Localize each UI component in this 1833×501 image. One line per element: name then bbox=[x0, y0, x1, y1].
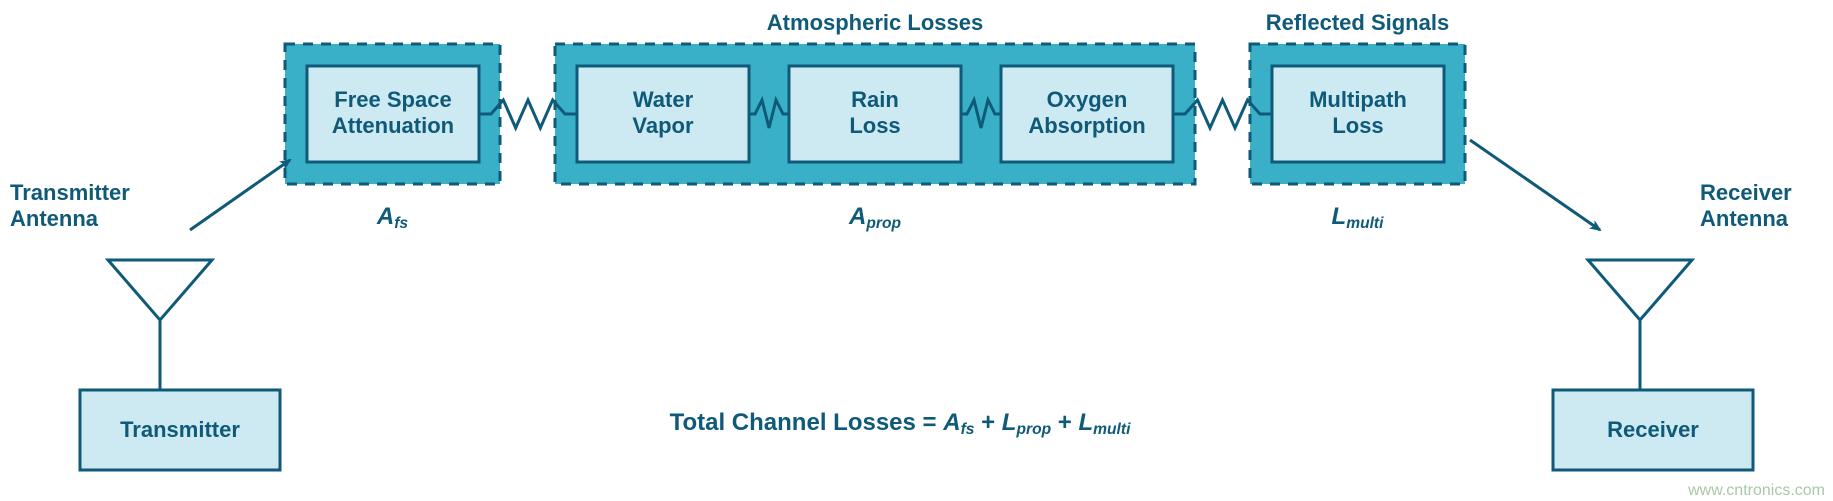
box-label-multi-0: Multipath bbox=[1309, 87, 1407, 112]
tx-antenna-icon bbox=[108, 260, 212, 320]
box-label-oxy-0: Oxygen bbox=[1047, 87, 1128, 112]
tx-antenna-label-1: Antenna bbox=[10, 206, 99, 231]
group-symbol-ref: Lmulti bbox=[1332, 203, 1385, 232]
group-symbol-fs: Afs bbox=[376, 203, 409, 232]
rx-arrow bbox=[1470, 140, 1600, 230]
formula: Total Channel Losses = Afs + Lprop + Lmu… bbox=[670, 409, 1131, 438]
box-label-wv-0: Water bbox=[633, 87, 694, 112]
receiver-label: Receiver bbox=[1607, 417, 1699, 442]
tx-arrow bbox=[190, 160, 290, 230]
group-label-atm: Atmospheric Losses bbox=[767, 10, 983, 35]
box-label-fsatt-0: Free Space bbox=[334, 87, 451, 112]
transmitter-label: Transmitter bbox=[120, 417, 240, 442]
rx-antenna-icon bbox=[1588, 260, 1692, 320]
box-label-fsatt-1: Attenuation bbox=[332, 113, 454, 138]
tx-antenna-label-0: Transmitter bbox=[10, 180, 130, 205]
box-label-rain-0: Rain bbox=[851, 87, 899, 112]
box-label-rain-1: Loss bbox=[849, 113, 900, 138]
watermark: www.cntronics.com bbox=[1687, 482, 1825, 499]
group-symbol-atm: Aprop bbox=[848, 203, 901, 232]
box-label-wv-1: Vapor bbox=[632, 113, 694, 138]
box-label-oxy-1: Absorption bbox=[1028, 113, 1145, 138]
rx-antenna-label-1: Antenna bbox=[1700, 206, 1789, 231]
rx-antenna-label-0: Receiver bbox=[1700, 180, 1792, 205]
box-label-multi-1: Loss bbox=[1332, 113, 1383, 138]
group-label-ref: Reflected Signals bbox=[1266, 10, 1449, 35]
